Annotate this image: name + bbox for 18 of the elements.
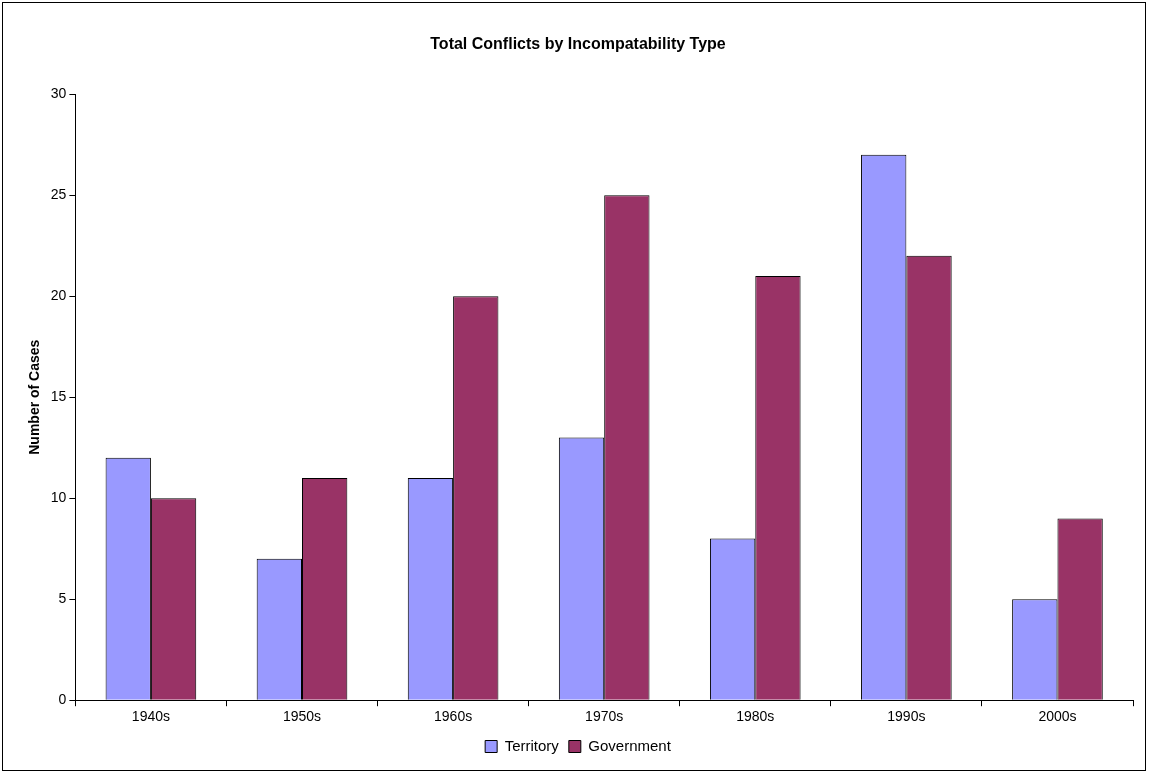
y-tick-label: 25 [50, 186, 67, 203]
x-tick-label: 1940s [131, 708, 170, 725]
x-tick-label: 1990s [887, 708, 926, 725]
legend-label: Territory [504, 736, 560, 754]
y-tick-label: 0 [58, 691, 67, 708]
x-tick-label: 1980s [736, 708, 775, 725]
y-tick-label: 20 [50, 287, 67, 304]
y-tick-label: 10 [50, 489, 67, 506]
y-tick-label: 30 [50, 85, 67, 102]
x-tick-label: 1960s [434, 708, 473, 725]
y-tick-label: 5 [58, 590, 67, 607]
x-tick-label: 2000s [1038, 708, 1077, 725]
legend-label: Government [588, 736, 672, 754]
y-tick-label: 15 [50, 388, 67, 405]
x-tick-label: 1970s [585, 708, 624, 725]
x-tick-label: 1950s [282, 708, 322, 725]
chart-title: Total Conflicts by Incompatability Type [430, 35, 726, 53]
y-axis-title: Number of Cases [26, 339, 43, 455]
